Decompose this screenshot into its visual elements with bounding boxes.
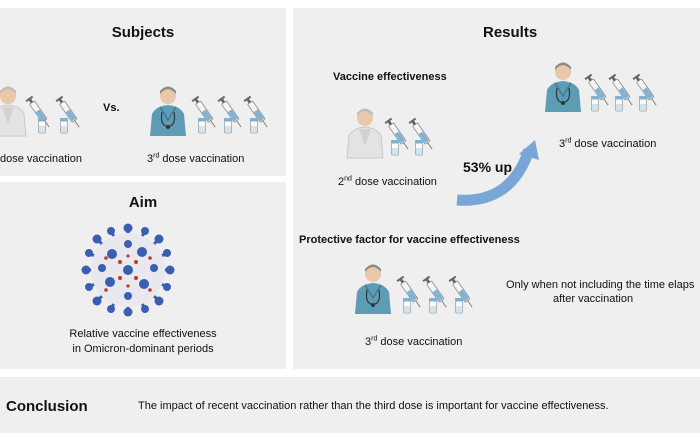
conclusion-panel: Conclusion The impact of recent vaccinat… [0, 377, 700, 433]
curved-arrow-icon [456, 140, 539, 206]
vial-icon [454, 297, 464, 314]
subjects-right-label: 3rd dose vaccination [147, 152, 245, 165]
vial-icon [428, 297, 438, 314]
aim-line-1: Relative vaccine effectiveness [69, 328, 217, 340]
syringe-icon [55, 95, 83, 130]
protective-note-line-1: Only when not including the time elaps [506, 279, 695, 291]
vial-icon [390, 139, 400, 156]
doctor-icon [149, 85, 187, 137]
vial-icon [614, 95, 624, 112]
results-title: Results [483, 24, 538, 41]
effectiveness-change: 53% up [463, 159, 513, 175]
conclusion-label: Conclusion [6, 398, 88, 415]
doctor-icon [346, 108, 384, 159]
protective-dose-label: 3rd dose vaccination [365, 335, 463, 348]
vial-icon [638, 95, 648, 112]
vial-icon [590, 95, 600, 112]
vial-icon [197, 117, 207, 134]
results-panel: Results Vaccine effectiveness 2nd dose v… [293, 8, 700, 369]
doctor-icon [544, 61, 582, 113]
vaccine-effectiveness-heading: Vaccine effectiveness [333, 71, 447, 83]
subjects-panel: Subjects dose vaccination Vs. 3rd dose v… [0, 8, 286, 176]
conclusion-text: The impact of recent vaccination rather … [138, 400, 609, 412]
protective-note-line-2: after vaccination [553, 293, 634, 305]
virus-icon [81, 223, 175, 317]
subjects-left-label: dose vaccination [0, 153, 82, 165]
aim-title: Aim [128, 194, 158, 211]
vial-icon [249, 117, 259, 134]
protective-factor-heading: Protective factor for vaccine effectiven… [299, 234, 520, 246]
from-dose-label: 2nd dose vaccination [338, 175, 437, 188]
vial-icon [414, 139, 424, 156]
doctor-icon [0, 86, 27, 137]
aim-line-2: in Omicron-dominant periods [72, 343, 214, 355]
vial-icon [223, 117, 233, 134]
vial-icon [402, 297, 412, 314]
aim-panel: Aim [0, 182, 286, 369]
versus-label: Vs. [103, 102, 120, 114]
subjects-title: Subjects [111, 24, 175, 41]
to-dose-label: 3rd dose vaccination [559, 137, 657, 150]
doctor-icon [354, 263, 392, 315]
vial-icon [37, 117, 47, 134]
